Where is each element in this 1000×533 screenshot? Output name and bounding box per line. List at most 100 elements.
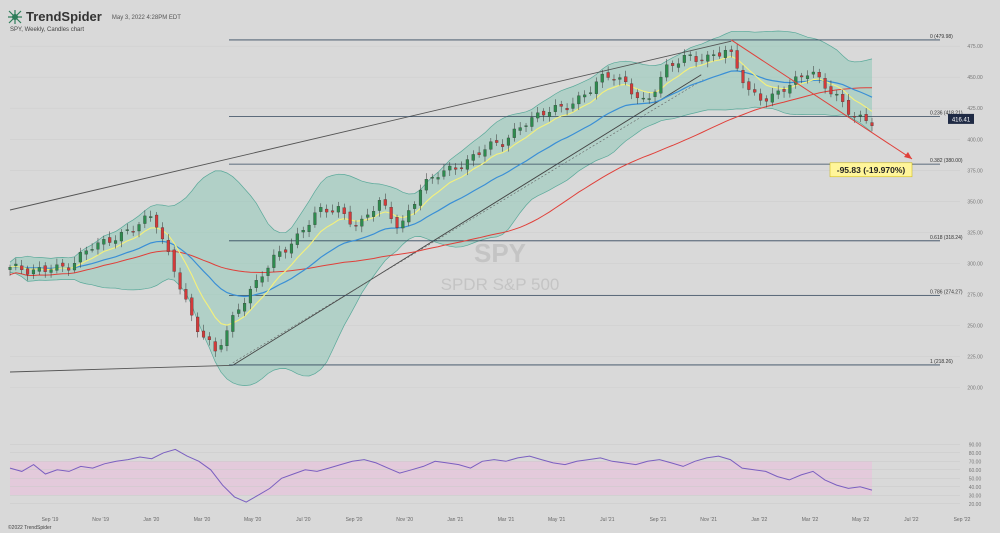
upper-trendline <box>9 40 732 211</box>
candle-body <box>336 206 340 213</box>
candle-body <box>624 76 628 83</box>
candle-body <box>571 103 575 109</box>
rsi-tick-label: 50.00 <box>969 476 982 482</box>
fib-level-label: 1 (218.26) <box>930 359 953 365</box>
candle-body <box>248 288 252 304</box>
candle-body <box>8 267 12 270</box>
rsi-tick-label: 90.00 <box>969 442 982 448</box>
ema-yellow-line <box>9 55 873 326</box>
candle-body <box>630 83 634 95</box>
candle-body <box>418 189 423 206</box>
candle-body <box>489 141 493 150</box>
candle-body <box>776 90 780 95</box>
candle-body <box>307 224 311 232</box>
candle-body <box>366 214 370 218</box>
candle-body <box>172 249 176 272</box>
candle-body <box>665 64 669 78</box>
candle-body <box>542 110 546 116</box>
candle-body <box>641 97 645 100</box>
candles <box>8 44 874 357</box>
candle-body <box>688 54 692 56</box>
candle-body <box>131 231 135 233</box>
bollinger-upper <box>9 30 873 263</box>
candle-body <box>852 116 856 118</box>
x-tick-label: May '21 <box>548 517 566 523</box>
candle-body <box>676 63 681 68</box>
candle-body <box>594 81 598 94</box>
price-tick-label: 325.00 <box>967 230 983 236</box>
rising-support-line-dashed <box>232 79 704 364</box>
candle-body <box>143 215 147 224</box>
candle-body <box>284 249 288 253</box>
candle-body <box>225 330 229 347</box>
candle-body <box>319 207 323 212</box>
drawdown-callout-text: -95.83 (-19.970%) <box>837 165 906 175</box>
candle-body <box>342 207 346 214</box>
candle-body <box>823 78 827 89</box>
candle-body <box>55 264 59 271</box>
x-tick-label: May '22 <box>852 517 870 523</box>
drawdown-arrowhead <box>904 151 912 159</box>
x-tick-label: Nov '19 <box>92 517 109 523</box>
candle-body <box>26 268 30 275</box>
candle-body <box>753 89 757 93</box>
candle-body <box>430 177 434 179</box>
candle-body <box>800 75 804 78</box>
rising-support-line <box>232 74 702 366</box>
x-tick-label: Jan '21 <box>447 517 463 523</box>
brand-name: TrendSpider <box>26 9 102 24</box>
candle-body <box>577 95 581 105</box>
candle-body <box>37 267 41 272</box>
candle-body <box>518 127 522 131</box>
candle-body <box>43 265 47 272</box>
candle-body <box>559 104 563 107</box>
sma-red-line <box>9 87 872 276</box>
candle-body <box>588 92 593 94</box>
candle-body <box>383 199 387 206</box>
candle-body <box>741 70 745 84</box>
fib-level-label: 0 (479.98) <box>930 34 953 40</box>
candle-body <box>671 63 675 66</box>
candle-body <box>717 52 722 57</box>
candle-body <box>448 165 452 171</box>
candle-body <box>313 212 317 225</box>
x-tick-label: Mar '21 <box>498 517 515 523</box>
candle-body <box>495 140 499 143</box>
candle-body <box>272 254 276 268</box>
candle-body <box>565 108 569 111</box>
x-tick-label: Mar '22 <box>802 517 819 523</box>
price-tick-label: 400.00 <box>967 137 983 143</box>
candle-body <box>395 217 399 228</box>
x-tick-label: Mar '20 <box>194 517 211 523</box>
candle-body <box>706 54 710 62</box>
candle-body <box>805 75 810 79</box>
candle-body <box>325 208 329 213</box>
last-price-marker <box>948 113 974 124</box>
candle-body <box>659 76 663 94</box>
sma-blue-line <box>9 70 873 298</box>
candle-body <box>811 71 815 75</box>
x-tick-label: Nov '21 <box>700 517 717 523</box>
rsi-tick-label: 70.00 <box>969 459 982 465</box>
x-tick-label: Sep '19 <box>42 517 59 523</box>
price-tick-label: 475.00 <box>967 44 983 50</box>
candle-body <box>759 93 763 101</box>
candle-body <box>870 122 874 126</box>
candle-body <box>712 54 716 56</box>
candle-body <box>243 302 247 312</box>
candle-body <box>354 225 358 227</box>
candle-body <box>160 227 165 240</box>
fib-level-label: 0.236 (418.21) <box>930 111 963 117</box>
candle-body <box>536 112 540 119</box>
x-tick-label: Nov '20 <box>396 517 413 523</box>
candle-body <box>289 243 294 254</box>
candle-body <box>108 237 112 243</box>
candle-body <box>864 114 868 121</box>
candle-body <box>729 49 733 52</box>
drawdown-arrow-line <box>730 39 913 160</box>
candle-body <box>401 220 405 229</box>
candle-body <box>254 280 258 288</box>
candle-body <box>278 251 282 257</box>
